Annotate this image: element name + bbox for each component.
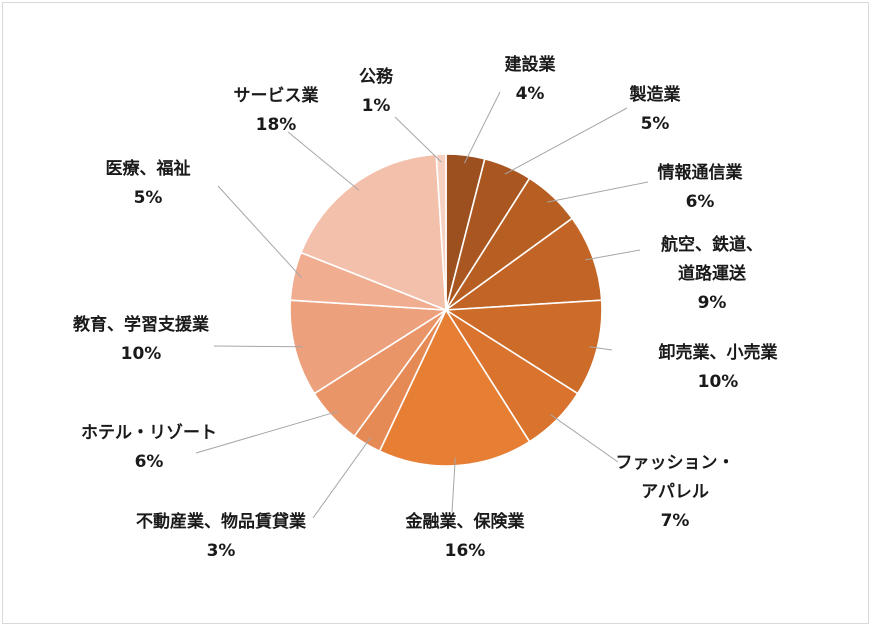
slice-category-label: 金融業、保険業	[405, 511, 525, 532]
slice-category-label: 公務	[359, 66, 394, 87]
slice-category-label: 教育、学習支援業	[72, 314, 209, 335]
slice-percent-label: 18%	[256, 115, 297, 135]
slice-percent-label: 9%	[698, 293, 727, 313]
data-labels: 建設業 4% 製造業 5% 情報通信業 6% 航空、鉄道、道路運送 9% 卸売業、小売業 10% フ…	[72, 54, 778, 561]
slice-percent-label: 7%	[661, 511, 690, 531]
leader-line	[589, 346, 613, 351]
slice-category-label: サービス業	[234, 85, 319, 106]
leader-line	[312, 437, 372, 519]
pie-slices	[289, 153, 603, 467]
slice-percent-label: 5%	[134, 188, 163, 208]
slice-category-label: 医療、福祉	[106, 158, 191, 179]
slice-category-label: 航空、鉄道、	[661, 234, 763, 255]
leader-line	[585, 249, 641, 261]
slice-percent-label: 10%	[121, 344, 162, 364]
pie-slice	[443, 299, 603, 395]
slice-percent-label: 10%	[698, 372, 739, 392]
slice-category-label: 建設業	[505, 54, 556, 75]
leader-line	[550, 414, 619, 463]
leader-lines	[195, 91, 649, 519]
leader-line	[287, 131, 360, 191]
slice-percent-label: 1%	[362, 96, 391, 116]
slice-category-label: 不動産業、物品賃貸業	[136, 511, 306, 532]
slice-category-label: 卸売業、小売業	[659, 342, 778, 363]
leader-line	[195, 410, 339, 454]
slice-percent-label: 16%	[445, 541, 486, 561]
pie-slice	[435, 153, 447, 311]
leader-line	[217, 185, 302, 279]
pie-slice	[378, 308, 531, 467]
pie-slice	[443, 217, 603, 311]
slice-category-label: ホテル・リゾート	[81, 423, 217, 443]
leader-line	[394, 116, 442, 163]
leader-line	[213, 345, 303, 348]
slice-percent-label: 3%	[207, 541, 236, 561]
slice-percent-label: 6%	[686, 192, 715, 212]
slice-category-label: アパレル	[641, 482, 709, 502]
slice-percent-label: 6%	[135, 452, 164, 472]
pie-slice	[289, 299, 449, 395]
slice-category-label: 道路運送	[678, 263, 747, 284]
slice-category-label: ファッション・	[616, 453, 735, 473]
pie-slice	[299, 153, 447, 312]
slice-percent-label: 4%	[516, 84, 545, 104]
slice-percent-label: 5%	[641, 114, 670, 134]
leader-line	[451, 457, 456, 513]
leader-line	[464, 91, 501, 164]
leader-line	[504, 107, 628, 175]
slice-category-label: 製造業	[629, 84, 681, 105]
slice-category-label: 情報通信業	[658, 162, 743, 183]
leader-line	[547, 181, 649, 203]
